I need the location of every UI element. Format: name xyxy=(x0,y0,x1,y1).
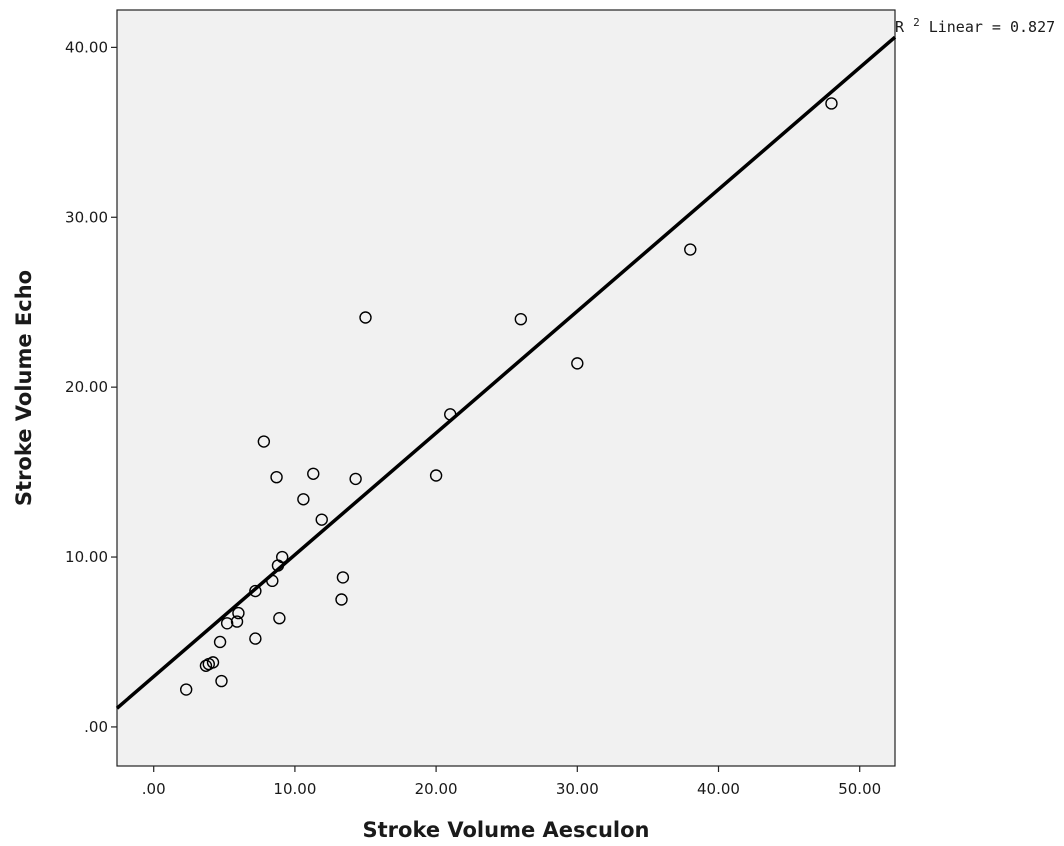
x-tick-label: 40.00 xyxy=(697,780,740,798)
data-point xyxy=(249,632,262,645)
data-points xyxy=(179,97,838,696)
data-point xyxy=(307,467,320,480)
r-squared-value: Linear = 0.827 xyxy=(929,18,1055,36)
data-point xyxy=(249,584,262,598)
data-point xyxy=(257,435,271,448)
regression-line xyxy=(115,35,897,710)
data-point xyxy=(684,243,697,256)
data-point xyxy=(179,683,193,696)
data-point xyxy=(297,493,310,506)
x-axis-title: Stroke Volume Aesculon xyxy=(363,818,650,842)
data-point xyxy=(215,674,228,688)
y-tick-label: .00 xyxy=(84,718,108,736)
data-point xyxy=(825,97,838,110)
plot-area xyxy=(116,9,896,767)
r-squared-superscript: 2 xyxy=(913,16,920,29)
x-axis: .00 10.00 20.00 30.00 40.00 50.00 xyxy=(142,766,881,798)
x-tick-label: 10.00 xyxy=(273,780,316,798)
y-tick-label: 30.00 xyxy=(65,208,108,226)
y-axis-title: Stroke Volume Echo xyxy=(12,270,36,506)
data-point xyxy=(266,574,279,588)
data-point xyxy=(335,593,348,606)
data-point xyxy=(429,469,443,482)
data-point xyxy=(336,571,350,584)
r-squared-base: R xyxy=(895,18,905,36)
x-tick-label: 20.00 xyxy=(415,780,458,798)
data-point xyxy=(349,472,362,486)
x-tick-label: .00 xyxy=(142,780,166,798)
data-point xyxy=(213,635,227,649)
data-point xyxy=(444,408,457,421)
x-tick-label: 30.00 xyxy=(556,780,599,798)
data-point xyxy=(514,312,528,326)
y-tick-label: 40.00 xyxy=(65,38,108,56)
y-axis: .00 10.00 20.00 30.00 40.00 xyxy=(65,38,117,736)
data-point xyxy=(359,311,372,324)
data-point xyxy=(206,656,220,669)
data-point xyxy=(232,606,245,620)
data-point xyxy=(270,470,283,484)
x-tick-label: 50.00 xyxy=(838,780,881,798)
data-point xyxy=(315,513,328,526)
data-point xyxy=(571,357,584,370)
data-point xyxy=(230,615,244,628)
y-tick-label: 10.00 xyxy=(65,548,108,566)
data-point xyxy=(273,611,286,625)
y-tick-label: 20.00 xyxy=(65,378,108,396)
data-point xyxy=(220,617,234,630)
data-point xyxy=(199,659,213,672)
fit-line-layer xyxy=(115,35,897,710)
r-squared-annotation: R 2 Linear = 0.827 xyxy=(895,16,1055,37)
data-point xyxy=(276,550,289,564)
